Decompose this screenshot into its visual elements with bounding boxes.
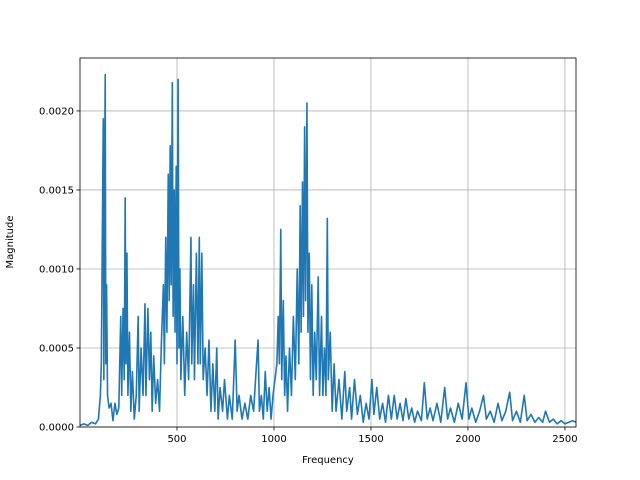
plot-frame (79, 57, 577, 428)
data-line (80, 73, 576, 427)
y-tick-label: 0.0000 (39, 423, 74, 434)
x-axis-label: Frequency (302, 455, 354, 466)
x-tick-label: 2500 (552, 434, 577, 445)
x-tick-label: 2000 (455, 434, 480, 445)
y-tick-label: 0.0015 (39, 185, 74, 196)
y-tick-label: 0.0010 (39, 264, 74, 275)
y-tick-label: 0.0020 (39, 106, 74, 117)
y-tick-label: 0.0005 (39, 343, 74, 354)
y-axis-label: Magnitude (5, 216, 16, 269)
x-tick-label: 1000 (261, 434, 286, 445)
x-tick-label: 1500 (358, 434, 383, 445)
x-tick-label: 500 (167, 434, 186, 445)
